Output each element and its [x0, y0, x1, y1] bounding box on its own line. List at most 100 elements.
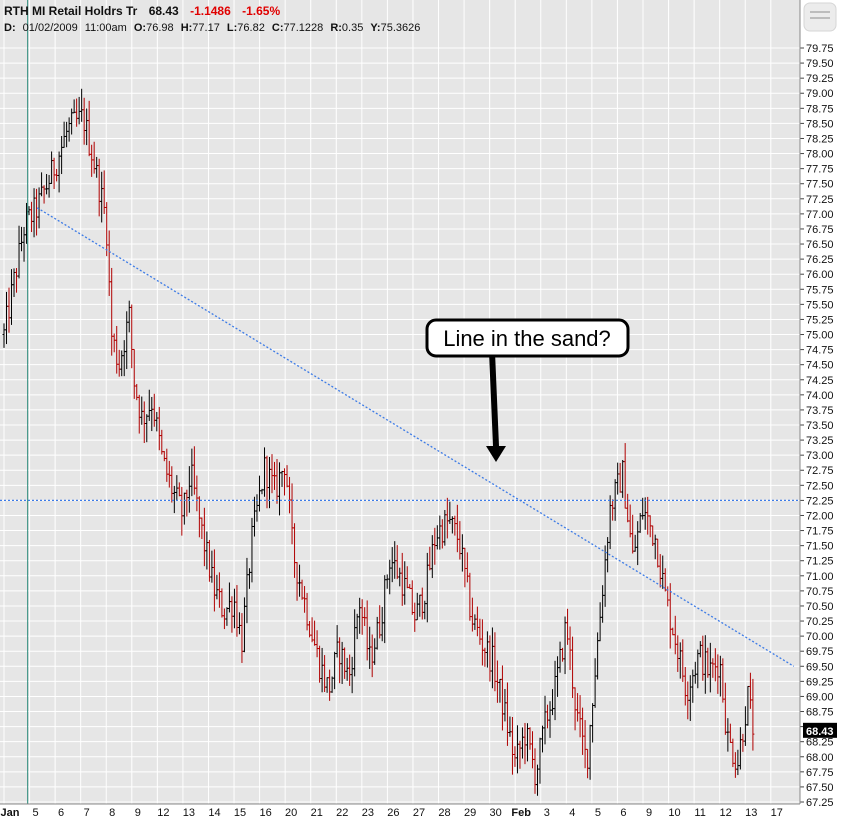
y-tick-label: 67.25 — [806, 797, 834, 809]
y-tick-label: 79.50 — [806, 58, 834, 70]
x-tick-label: 23 — [362, 807, 374, 819]
y-tick-label: 78.50 — [806, 118, 834, 130]
y-tick-label: 70.50 — [806, 601, 834, 613]
x-tick-label: 13 — [745, 807, 757, 819]
x-tick-label: 13 — [183, 807, 195, 819]
date-label: D: — [4, 22, 16, 34]
y-tick-label: 69.25 — [806, 676, 834, 688]
high-value: 77.17 — [192, 22, 220, 34]
x-tick-label: 3 — [544, 807, 550, 819]
price-change: -1.1486 — [190, 4, 231, 18]
y-tick-label: 79.25 — [806, 73, 834, 85]
y-tick-label: 76.50 — [806, 239, 834, 251]
settings-widget[interactable] — [803, 2, 837, 32]
y-tick-label: 72.00 — [806, 510, 834, 522]
last-price-badge: 68.43 — [803, 722, 837, 738]
x-tick-label: 10 — [668, 807, 680, 819]
y-tick-label: 77.25 — [806, 194, 834, 206]
y-tick-label: 76.75 — [806, 224, 834, 236]
x-tick-label: 16 — [259, 807, 271, 819]
y-label: Y: — [370, 22, 380, 34]
y-tick-label: 72.75 — [806, 465, 834, 477]
y-tick-label: 71.50 — [806, 541, 834, 553]
x-tick-label: 21 — [311, 807, 323, 819]
x-tick-label: Jan — [1, 807, 20, 819]
y-tick-label: 70.25 — [806, 616, 834, 628]
last-price-label: 68.43 — [806, 726, 834, 738]
y-tick-label: 77.50 — [806, 179, 834, 191]
y-tick-label: 69.50 — [806, 661, 834, 673]
callout: Line in the sand? — [425, 318, 630, 462]
callout-box — [425, 318, 630, 358]
svg-text:RTH MI Retail Holdrs Tr: RTH MI Retail Holdrs Tr 68.43 -1.1486 -1… — [4, 4, 280, 18]
y-tick-label: 75.50 — [806, 299, 834, 311]
x-tick-label: 4 — [569, 807, 575, 819]
y-tick-label: 71.75 — [806, 526, 834, 538]
y-tick-label: 78.25 — [806, 133, 834, 145]
y-tick-label: 69.00 — [806, 691, 834, 703]
x-tick-label: 22 — [336, 807, 348, 819]
y-tick-label: 68.25 — [806, 737, 834, 749]
y-tick-label: 73.25 — [806, 435, 834, 447]
x-tick-label: 9 — [646, 807, 652, 819]
plot-background — [0, 0, 800, 804]
x-tick-label: 26 — [387, 807, 399, 819]
y-tick-label: 75.25 — [806, 314, 834, 326]
y-tick-label: 79.00 — [806, 88, 834, 100]
y-tick-label: 76.00 — [806, 269, 834, 281]
y-tick-label: 74.50 — [806, 360, 834, 372]
y-tick-label: 71.25 — [806, 556, 834, 568]
y-tick-label: 72.50 — [806, 480, 834, 492]
x-tick-label: 7 — [84, 807, 90, 819]
close-value: 77.1228 — [283, 22, 323, 34]
x-tick-label: 29 — [464, 807, 476, 819]
y-tick-label: 74.00 — [806, 390, 834, 402]
y-tick-label: 71.00 — [806, 571, 834, 583]
trendline — [36, 207, 795, 667]
x-tick-label: 12 — [157, 807, 169, 819]
price-change-percent: -1.65% — [242, 4, 280, 18]
high-label: H: — [181, 22, 193, 34]
y-tick-label: 73.75 — [806, 405, 834, 417]
y-value: 75.3626 — [381, 22, 421, 34]
y-tick-label: 70.00 — [806, 631, 834, 643]
y-tick-label: 74.25 — [806, 375, 834, 387]
x-tick-label: 27 — [413, 807, 425, 819]
grid — [0, 0, 800, 804]
x-tick-label: 17 — [771, 807, 783, 819]
y-tick-label: 73.00 — [806, 450, 834, 462]
callout-arrow — [486, 352, 506, 462]
y-tick-label: 70.75 — [806, 586, 834, 598]
range-value: 0.35 — [342, 22, 363, 34]
low-label: L: — [227, 22, 237, 34]
x-axis: Jan 5 6 7 8 9 12 13 14 15 16 20 21 22 23 26 27 28 29 30 Feb 3… — [0, 803, 800, 819]
y-tick-label: 78.75 — [806, 103, 834, 115]
y-tick-label: 68.00 — [806, 752, 834, 764]
x-tick-label: 14 — [208, 807, 220, 819]
y-tick-label: 75.75 — [806, 284, 834, 296]
y-tick-label: 67.50 — [806, 782, 834, 794]
header: RTH MI Retail Holdrs Tr 68.43 -1.1486 -1… — [4, 4, 420, 34]
x-tick-label: 9 — [135, 807, 141, 819]
x-tick-label: 5 — [32, 807, 38, 819]
x-tick-label: 8 — [109, 807, 115, 819]
y-tick-label: 79.75 — [806, 43, 834, 55]
y-tick-label: 68.75 — [806, 707, 834, 719]
y-tick-label: 73.50 — [806, 420, 834, 432]
x-tick-label: 28 — [438, 807, 450, 819]
callout-text: Line in the sand? — [443, 326, 611, 351]
annotations — [0, 0, 800, 804]
open-label: O: — [134, 22, 146, 34]
x-tick-label: 12 — [720, 807, 732, 819]
y-tick-label: 77.75 — [806, 164, 834, 176]
range-label: R: — [330, 22, 342, 34]
x-tick-label: 15 — [234, 807, 246, 819]
low-value: 76.82 — [237, 22, 265, 34]
x-tick-label: 30 — [490, 807, 502, 819]
open-value: 76.98 — [146, 22, 174, 34]
x-tick-label: 11 — [694, 807, 705, 819]
x-tick-label: Feb — [511, 807, 531, 819]
x-tick-label: 6 — [620, 807, 626, 819]
x-tick-label: 20 — [285, 807, 297, 819]
y-tick-label: 69.75 — [806, 646, 834, 658]
